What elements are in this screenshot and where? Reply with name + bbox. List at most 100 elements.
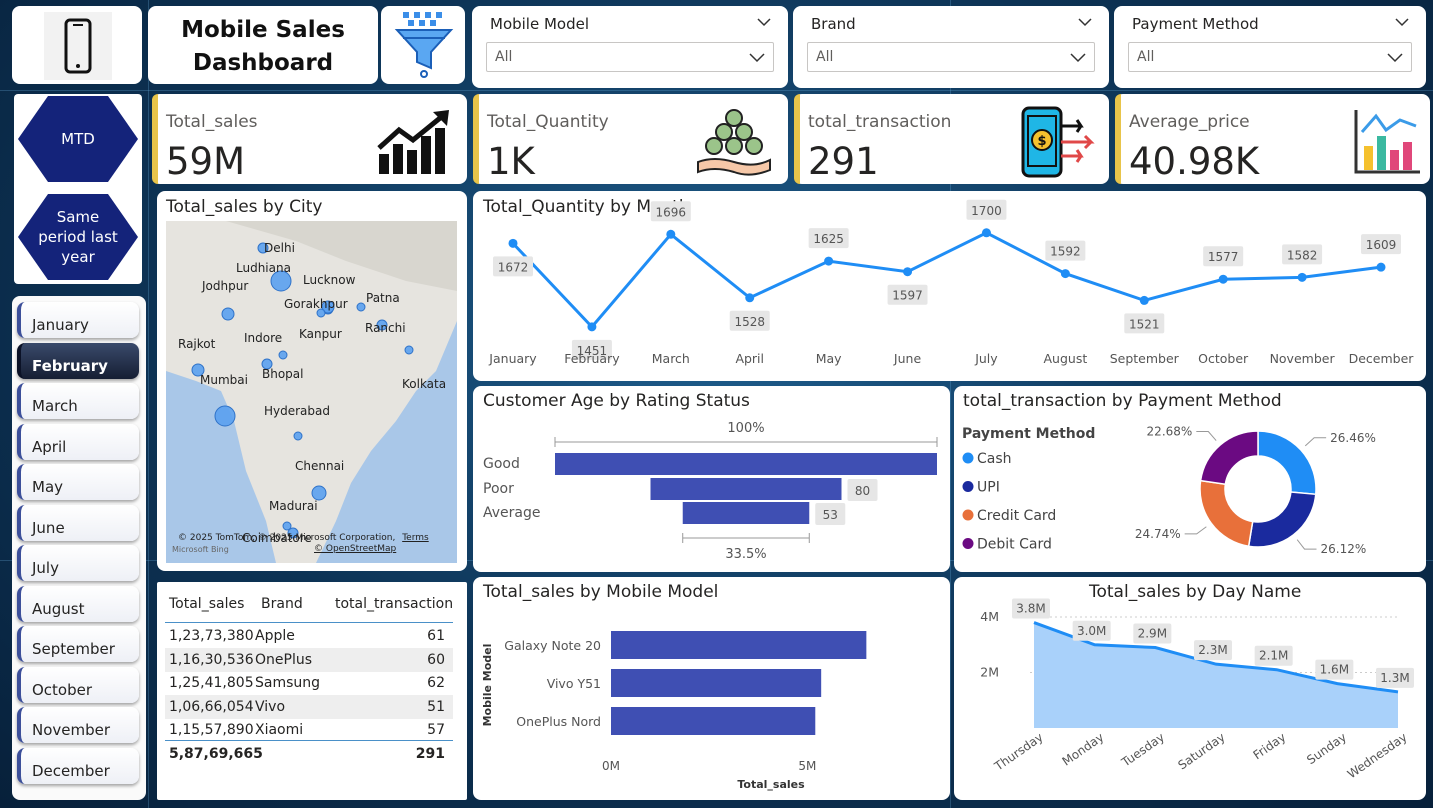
month-button-july[interactable]: July — [17, 545, 139, 581]
city-bubble-madurai[interactable] — [282, 521, 292, 531]
month-button-november[interactable]: November — [17, 707, 139, 743]
data-point[interactable] — [587, 322, 597, 332]
city-bubble-ranchi[interactable] — [376, 319, 388, 331]
slicer-payment-method[interactable]: Payment Method All — [1114, 6, 1426, 88]
city-bubble-bhopal[interactable] — [261, 358, 273, 370]
month-button-january[interactable]: January — [17, 302, 139, 338]
legend-label[interactable]: Cash — [977, 451, 1012, 467]
data-point[interactable] — [903, 267, 913, 277]
model-bar-oneplus-nord[interactable] — [611, 707, 816, 735]
month-button-september[interactable]: September — [17, 626, 139, 662]
slicer-mobile-model[interactable]: Mobile Model All — [472, 6, 788, 88]
city-bubble-mumbai[interactable] — [214, 405, 236, 427]
donut-slice-debit-card[interactable] — [1199, 430, 1259, 486]
month-button-october[interactable]: October — [17, 666, 139, 703]
chevron-down-icon[interactable] — [1068, 47, 1088, 67]
city-label-lucknow: Lucknow — [303, 273, 356, 287]
terms-link[interactable]: Terms — [402, 533, 429, 543]
chevron-down-icon[interactable] — [754, 12, 774, 32]
city-label-hyderabad: Hyderabad — [264, 404, 330, 418]
city-bubble-patna[interactable] — [356, 302, 366, 312]
month-button-august[interactable]: August — [17, 585, 139, 622]
table-row[interactable]: 1,06,66,054 Vivo 51 — [165, 694, 453, 719]
city-bubble-kolkata[interactable] — [404, 345, 414, 355]
donut-slice-credit-card[interactable] — [1199, 479, 1254, 548]
table-row[interactable]: 1,25,41,805 Samsung 62 — [165, 671, 453, 695]
model-bar-vivo-y51[interactable] — [611, 669, 822, 697]
payment-donut-chart[interactable]: 26.46% 26.12% 24.74% 22.68% Cash UPI Credit Ca… — [954, 386, 1426, 572]
data-point[interactable] — [1060, 269, 1070, 279]
data-point[interactable] — [1297, 272, 1307, 282]
payment-method-dropdown[interactable]: All — [1128, 42, 1412, 72]
model-bar-galaxy-note-20[interactable] — [611, 631, 867, 659]
chevron-down-icon[interactable] — [1075, 12, 1095, 32]
x-tick-label: February — [564, 351, 620, 366]
header-total-transaction[interactable]: total_transaction — [335, 596, 454, 612]
day-area-chart[interactable]: 4M 2M 3.8M Thursday 3.0M Monday 2.9M Tuesday 2.3… — [954, 577, 1426, 800]
filter-funnel-icon[interactable] — [381, 6, 465, 84]
legend-label[interactable]: Debit Card — [977, 537, 1052, 553]
data-point[interactable] — [1218, 274, 1228, 284]
month-button-march[interactable]: March — [17, 383, 139, 419]
osm-link[interactable]: © OpenStreetMap — [314, 544, 397, 554]
chevron-down-icon[interactable] — [747, 47, 767, 67]
header-brand[interactable]: Brand — [261, 596, 303, 612]
city-bubble-coimbatore[interactable] — [287, 527, 299, 539]
mtd-button[interactable]: MTD — [18, 96, 138, 182]
city-bubble-gorakhpur[interactable] — [321, 300, 335, 314]
data-label-bg — [1282, 244, 1323, 265]
header-divider — [165, 622, 453, 623]
legend-label[interactable]: UPI — [977, 480, 1000, 496]
city-bubble-rajkot[interactable] — [191, 363, 205, 377]
map-title: Total_sales by City — [166, 197, 323, 217]
month-button-june[interactable]: June — [17, 504, 139, 541]
rating-funnel-chart[interactable]: 100% Good Poor 80 Average 53 33.5% — [473, 386, 950, 572]
attribution-text: © 2025 TomTom, © 2025 Microsoft Corporat… — [178, 533, 396, 543]
table-row[interactable]: 1,15,57,890 Xiaomi 57 — [165, 718, 453, 742]
chevron-down-icon[interactable] — [1385, 47, 1405, 67]
data-label-bg — [1072, 620, 1111, 641]
slicer-brand[interactable]: Brand All — [793, 6, 1109, 88]
same-period-last-year-button[interactable]: Same period last year — [18, 194, 138, 280]
month-button-december[interactable]: December — [17, 747, 139, 784]
city-bubble-chennai[interactable] — [311, 485, 327, 501]
data-point[interactable] — [745, 293, 755, 303]
city-map[interactable]: Delhi Ludhiana Jodhpur Lucknow Patna Gorakhpu… — [166, 221, 457, 563]
chevron-down-icon[interactable] — [1392, 12, 1412, 32]
city-bubble-kanpur[interactable] — [316, 308, 326, 318]
data-point[interactable] — [1139, 295, 1149, 305]
filter-icon-card[interactable] — [381, 6, 465, 84]
data-label-bg — [1203, 246, 1244, 267]
legend-label[interactable]: Credit Card — [977, 508, 1056, 524]
slicer-label: Mobile Model — [490, 15, 590, 33]
data-point[interactable] — [824, 256, 834, 266]
data-point[interactable] — [1376, 262, 1386, 272]
month-button-february[interactable]: February — [17, 342, 139, 379]
data-point[interactable] — [508, 238, 518, 248]
donut-slice-cash[interactable] — [1257, 430, 1317, 496]
month-button-april[interactable]: April — [17, 423, 139, 460]
city-bubble-jodhpur[interactable] — [221, 307, 235, 321]
data-label: 1521 — [1129, 317, 1160, 331]
city-bubble-indore[interactable] — [278, 350, 288, 360]
rating-bar-average[interactable] — [682, 502, 810, 524]
data-point[interactable] — [666, 229, 676, 239]
month-button-may[interactable]: May — [17, 464, 139, 500]
city-bubble-hyderabad[interactable] — [293, 431, 303, 441]
quantity-by-month-card: Total_Quantity by Month 1672 January 1451 F… — [473, 191, 1426, 381]
data-label: 2.3M — [1198, 643, 1227, 657]
rating-bar-poor[interactable] — [650, 478, 842, 500]
data-point[interactable] — [981, 228, 991, 238]
table-row[interactable]: 1,16,30,536 OnePlus 60 — [165, 647, 453, 672]
city-bubble-delhi[interactable] — [257, 242, 269, 254]
table-row[interactable]: 1,23,73,380 Apple 61 — [165, 624, 453, 648]
category-label: OnePlus Nord — [516, 714, 601, 729]
brand-dropdown[interactable]: All — [807, 42, 1095, 72]
donut-slice-upi[interactable] — [1247, 491, 1317, 548]
rating-bar-good[interactable] — [555, 453, 937, 475]
city-bubble-ludhiana[interactable] — [270, 270, 292, 292]
header-total-sales[interactable]: Total_sales — [169, 596, 245, 612]
mobile-model-dropdown[interactable]: All — [486, 42, 774, 72]
